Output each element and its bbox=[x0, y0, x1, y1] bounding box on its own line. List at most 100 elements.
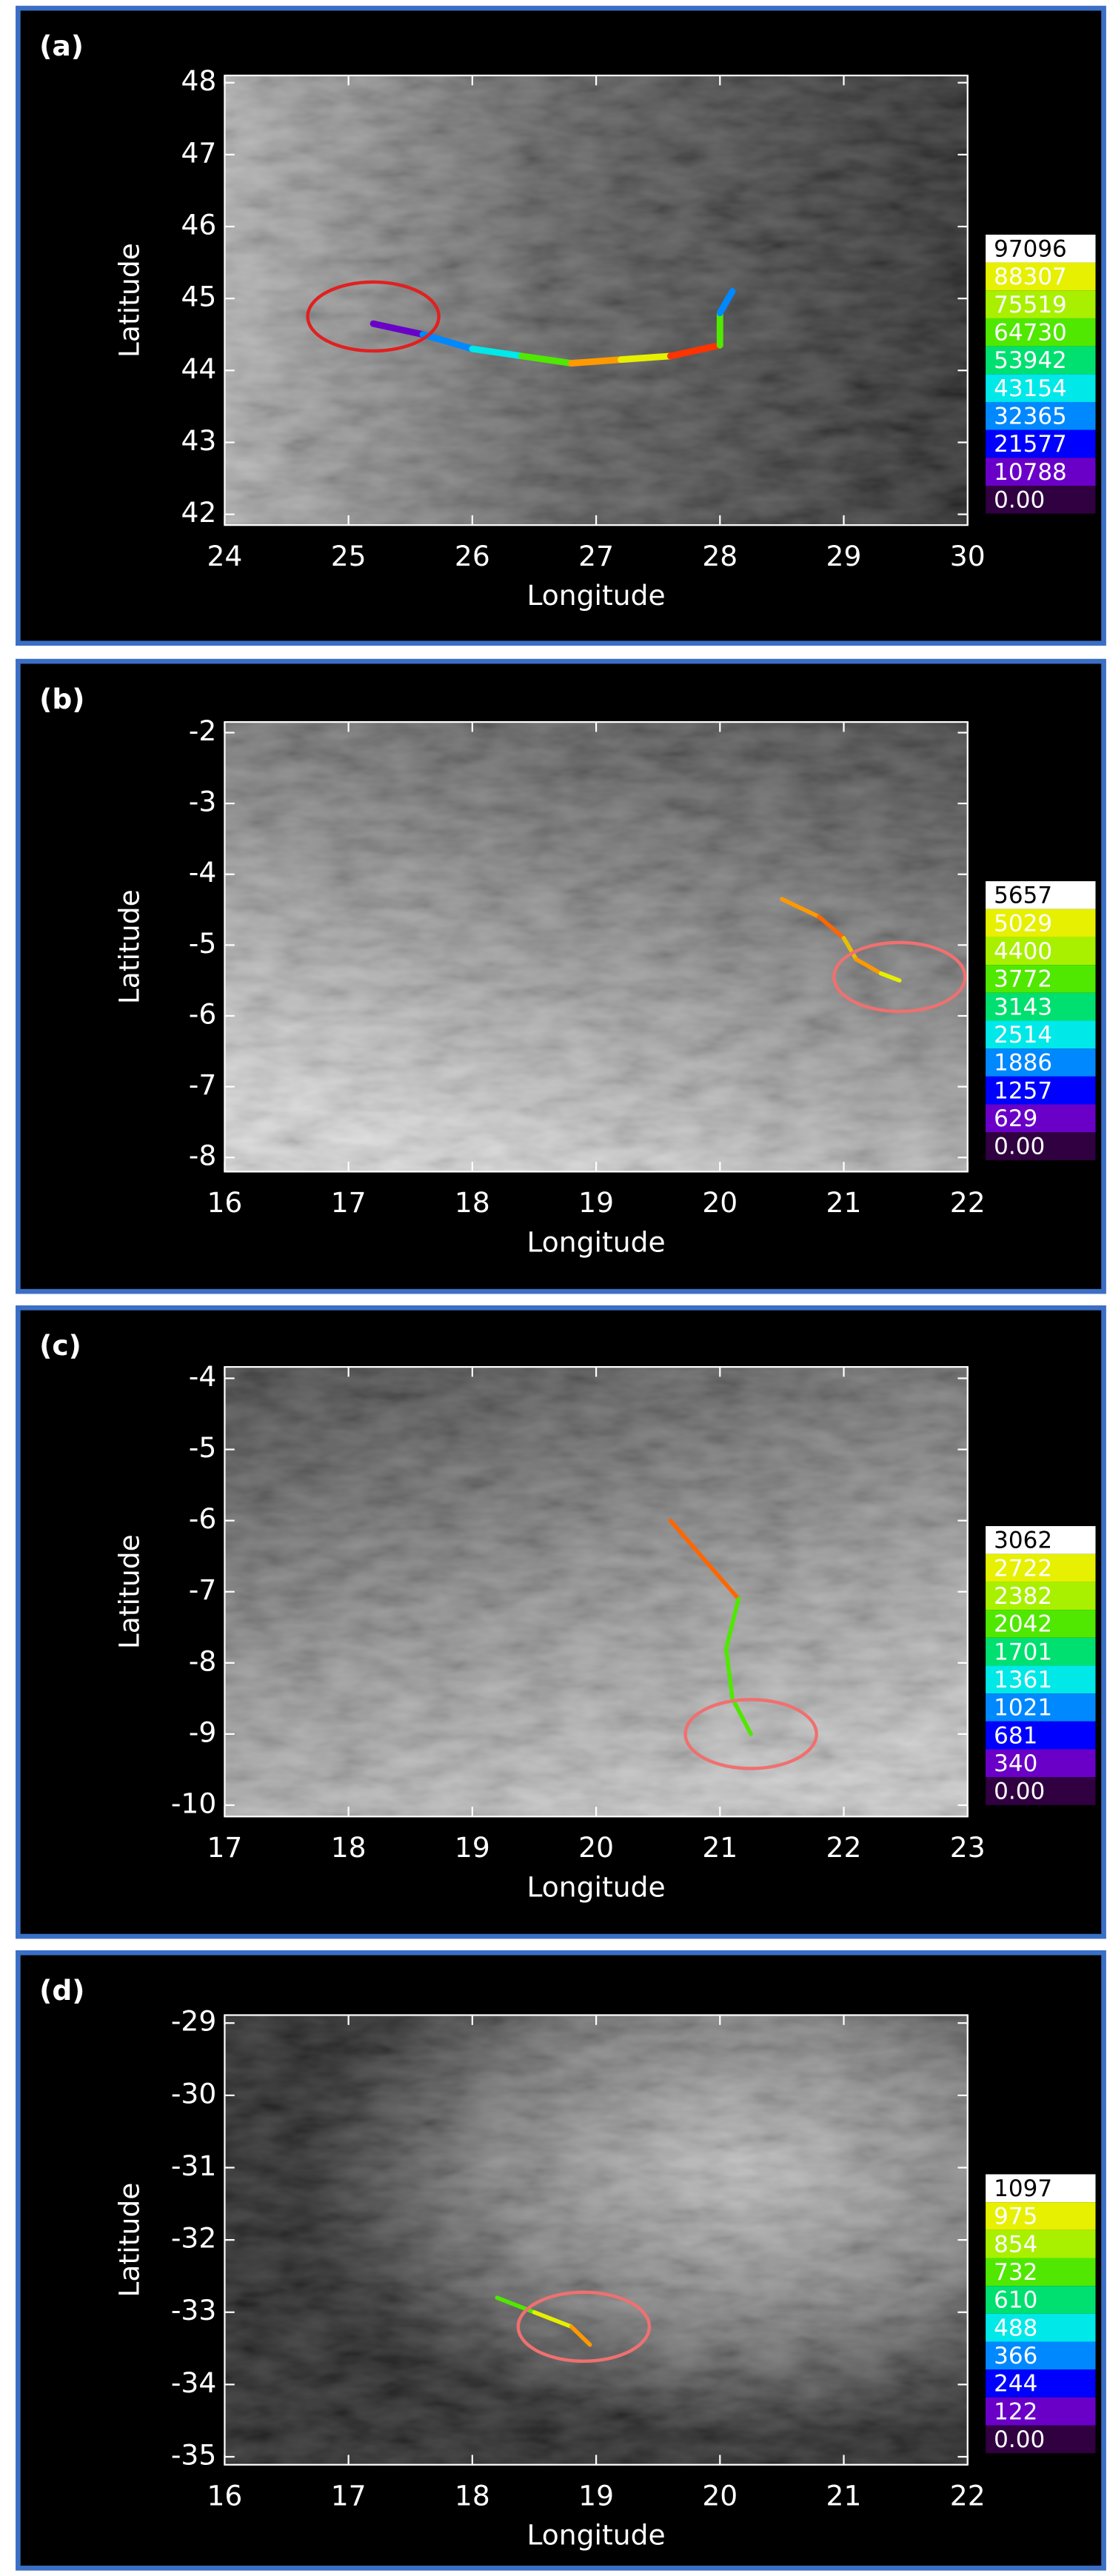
y-tick-label: -29 bbox=[171, 2005, 216, 2038]
colorbar-label: 53942 bbox=[994, 347, 1067, 374]
page: {"chart_data":[ {"type":"map","title":"(… bbox=[0, 0, 1107, 2576]
x-tick-label: 16 bbox=[207, 2480, 242, 2512]
colorbar-label: 2722 bbox=[994, 1555, 1052, 1582]
panel: (a)2425262728293042434445464748Longitude… bbox=[18, 8, 1103, 643]
y-tick-label: -4 bbox=[189, 1360, 217, 1393]
y-tick-label: -8 bbox=[189, 1645, 217, 1677]
x-tick-label: 22 bbox=[826, 1831, 862, 1864]
colorbar-label: 5029 bbox=[994, 910, 1052, 937]
colorbar-label: 3772 bbox=[994, 966, 1052, 993]
colorbar-label: 122 bbox=[994, 2398, 1037, 2425]
x-tick-label: 30 bbox=[950, 540, 986, 572]
x-tick-label: 19 bbox=[578, 2480, 614, 2512]
x-tick-label: 17 bbox=[331, 1186, 367, 1219]
y-tick-label: 48 bbox=[181, 64, 216, 97]
x-tick-label: 18 bbox=[331, 1831, 367, 1864]
colorbar-label: 2382 bbox=[994, 1583, 1052, 1610]
panel-label: (c) bbox=[39, 1329, 81, 1362]
y-tick-label: 46 bbox=[181, 208, 216, 241]
colorbar-label: 2042 bbox=[994, 1611, 1052, 1638]
colorbar-label: 1097 bbox=[994, 2175, 1052, 2202]
x-tick-label: 22 bbox=[950, 1186, 986, 1219]
colorbar-label: 244 bbox=[994, 2371, 1037, 2398]
colorbar-label: 32365 bbox=[994, 404, 1067, 430]
terrain-texture bbox=[224, 2015, 967, 2464]
x-tick-label: 16 bbox=[207, 1186, 242, 1219]
y-tick-label: -7 bbox=[189, 1068, 217, 1101]
y-tick-label: -3 bbox=[189, 786, 217, 818]
colorbar-label: 854 bbox=[994, 2231, 1037, 2258]
x-tick-label: 18 bbox=[455, 1186, 490, 1219]
x-tick-label: 20 bbox=[578, 1831, 614, 1864]
x-tick-label: 27 bbox=[578, 540, 614, 572]
colorbar-label: 681 bbox=[994, 1722, 1037, 1749]
y-tick-label: -6 bbox=[189, 997, 217, 1030]
x-tick-label: 17 bbox=[207, 1831, 242, 1864]
colorbar-label: 3143 bbox=[994, 994, 1052, 1020]
figure: (a)2425262728293042434445464748Longitude… bbox=[0, 0, 1107, 2573]
x-tick-label: 24 bbox=[207, 540, 242, 572]
y-tick-label: 42 bbox=[181, 496, 216, 529]
y-tick-label: -31 bbox=[171, 2150, 216, 2182]
x-tick-label: 21 bbox=[826, 1186, 862, 1219]
y-tick-label: -10 bbox=[171, 1787, 216, 1819]
x-axis-label: Longitude bbox=[526, 1870, 665, 1903]
colorbar-label: 732 bbox=[994, 2259, 1037, 2286]
track-segment bbox=[621, 356, 671, 360]
colorbar-label: 1886 bbox=[994, 1050, 1052, 1077]
x-tick-label: 19 bbox=[455, 1831, 490, 1864]
terrain-texture bbox=[224, 76, 967, 525]
colorbar-label: 1021 bbox=[994, 1695, 1052, 1722]
colorbar-label: 0.00 bbox=[994, 1134, 1045, 1160]
y-tick-label: -8 bbox=[189, 1140, 217, 1172]
y-axis-label: Latitude bbox=[113, 243, 146, 358]
y-tick-label: 45 bbox=[181, 281, 216, 313]
terrain-texture bbox=[224, 1367, 967, 1816]
x-tick-label: 20 bbox=[702, 1186, 738, 1219]
colorbar-label: 10788 bbox=[994, 459, 1067, 486]
x-tick-label: 23 bbox=[950, 1831, 986, 1864]
y-tick-label: -6 bbox=[189, 1502, 217, 1535]
terrain-texture bbox=[224, 722, 967, 1171]
colorbar-label: 1701 bbox=[994, 1639, 1052, 1665]
y-tick-label: -35 bbox=[171, 2438, 216, 2471]
panel-label: (d) bbox=[39, 1974, 84, 2007]
colorbar-label: 366 bbox=[994, 2343, 1037, 2369]
track-segment bbox=[572, 360, 621, 364]
colorbar-label: 43154 bbox=[994, 375, 1067, 402]
x-tick-label: 17 bbox=[331, 2480, 367, 2512]
y-tick-label: 44 bbox=[181, 352, 216, 385]
colorbar-label: 1361 bbox=[994, 1667, 1052, 1693]
x-tick-label: 19 bbox=[578, 1186, 614, 1219]
x-tick-label: 25 bbox=[331, 540, 367, 572]
y-tick-label: -32 bbox=[171, 2222, 216, 2255]
y-tick-label: 43 bbox=[181, 424, 216, 457]
y-tick-label: -9 bbox=[189, 1716, 217, 1748]
colorbar-label: 1257 bbox=[994, 1077, 1052, 1104]
colorbar-label: 0.00 bbox=[994, 2426, 1045, 2453]
y-tick-label: -5 bbox=[189, 927, 217, 960]
y-tick-label: -2 bbox=[189, 715, 217, 747]
y-tick-label: -34 bbox=[171, 2366, 216, 2399]
y-tick-label: -4 bbox=[189, 856, 217, 889]
colorbar-label: 2514 bbox=[994, 1022, 1052, 1048]
colorbar-label: 88307 bbox=[994, 264, 1067, 290]
colorbar-label: 3062 bbox=[994, 1528, 1052, 1554]
panel: (c)17181920212223-4-5-6-7-8-9-10Longitud… bbox=[18, 1308, 1103, 1936]
y-tick-label: -7 bbox=[189, 1573, 217, 1606]
colorbar-label: 21577 bbox=[994, 431, 1067, 458]
colorbar-label: 75519 bbox=[994, 292, 1067, 318]
x-tick-label: 26 bbox=[455, 540, 490, 572]
y-axis-label: Latitude bbox=[113, 1534, 146, 1649]
x-tick-label: 28 bbox=[702, 540, 738, 572]
x-axis-label: Longitude bbox=[526, 2519, 665, 2552]
colorbar-label: 5657 bbox=[994, 883, 1052, 909]
panel-label: (a) bbox=[39, 30, 84, 62]
colorbar-label: 340 bbox=[994, 1750, 1037, 1777]
colorbar-label: 0.00 bbox=[994, 1779, 1045, 1805]
x-axis-label: Longitude bbox=[526, 579, 665, 612]
colorbar-label: 975 bbox=[994, 2204, 1037, 2230]
panel-label: (b) bbox=[39, 683, 84, 715]
